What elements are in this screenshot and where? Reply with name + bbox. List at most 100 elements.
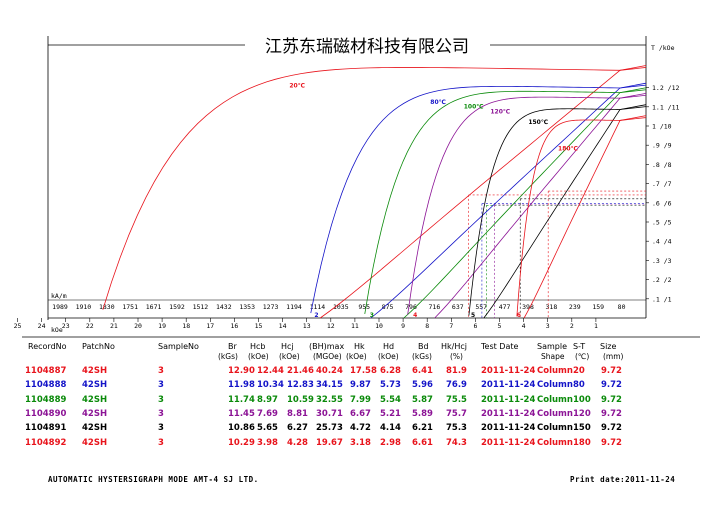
table-cell: 150 — [573, 423, 591, 434]
unit-bhmax: (MGOe) — [313, 352, 342, 361]
intrinsic-curve — [102, 65, 647, 310]
table-cell: 75.3 — [446, 423, 467, 434]
unit-hcj: (kOe) — [279, 352, 300, 361]
unit-hd: (kOe) — [378, 352, 399, 361]
table-cell: Column — [537, 394, 573, 405]
table-cell: 42SH — [82, 394, 108, 405]
normal-bh-curve — [523, 117, 647, 319]
intrinsic-curve — [516, 115, 647, 317]
right-tick-label: 1.2 /12 — [652, 84, 679, 92]
table-cell: 40.24 — [316, 366, 343, 376]
table-cell: 1104888 — [25, 380, 67, 391]
table-cell: 2011-11-24 — [481, 437, 536, 448]
table-cell: 9.72 — [601, 380, 622, 391]
table-cell: 9.72 — [601, 437, 622, 448]
kam-tick-label: 637 — [452, 303, 464, 311]
intrinsic-curve — [364, 87, 647, 315]
table-cell: 74.3 — [446, 437, 467, 448]
table-cell: 8.97 — [257, 394, 278, 405]
kam-tick-label: 1512 — [193, 303, 209, 311]
table-cell: 25.73 — [316, 423, 343, 434]
table-cell: 12.83 — [287, 380, 314, 391]
table-cell: 5.87 — [412, 394, 433, 405]
col-header-hk-hcj: Hk/Hcj — [441, 342, 467, 351]
series-label: 80℃ — [430, 99, 446, 106]
kam-tick-label: 875 — [382, 303, 394, 311]
col-header-st: S-T — [573, 342, 586, 351]
koe-axis-label: kOe — [51, 326, 63, 334]
right-axis-label: T /kOe — [651, 44, 675, 52]
col-header-hcb: Hcb — [250, 342, 266, 351]
col-header-hcj: Hcj — [281, 342, 294, 351]
table-cell: 6.21 — [412, 423, 433, 434]
unit-size: (mm) — [603, 352, 624, 361]
table-cell: 6.67 — [350, 408, 371, 419]
kam-tick-label: 1592 — [169, 303, 185, 311]
table-cell: 20 — [573, 366, 585, 376]
unit-st: (℃) — [575, 352, 590, 361]
kam-tick-label: 716 — [429, 303, 441, 311]
table-cell: 9.72 — [601, 408, 622, 419]
col-header-hd: Hd — [383, 342, 395, 351]
col-header-bhmax: (BH)max — [309, 342, 345, 351]
koe-tick-label: 1 — [594, 322, 598, 330]
intrinsic-curve — [407, 92, 647, 315]
table-cell: 9.87 — [350, 380, 371, 391]
normal-bh-curve — [483, 106, 647, 319]
koe-tick-label: 3 — [546, 322, 550, 330]
table-cell: 5.65 — [257, 423, 278, 434]
table-cell: 5.21 — [380, 408, 401, 419]
unit-hk-hcj: (%) — [450, 352, 463, 361]
table-cell: 10.34 — [257, 380, 284, 391]
koe-tick-label: 11 — [351, 322, 359, 330]
right-tick-label: .7 /7 — [652, 180, 672, 188]
unit-hcb: (kOe) — [248, 352, 269, 361]
koe-tick-label: 23 — [62, 322, 70, 330]
table-cell: 7.99 — [350, 394, 371, 405]
col-header-size: Size — [600, 342, 617, 351]
col-header-patchno: PatchNo — [82, 342, 115, 351]
footer-left: AUTOMATIC HYSTERSIGRAPH MODE AMT-4 SJ LT… — [48, 475, 259, 484]
table-cell: Column — [537, 380, 573, 391]
koe-tick-label: 18 — [182, 322, 190, 330]
kam-tick-label: 80 — [618, 303, 626, 311]
kam-tick-label: 1114 — [310, 303, 326, 311]
kam-tick-label: 1432 — [216, 303, 232, 311]
table-cell: Column — [537, 366, 573, 376]
table-cell: 30.71 — [316, 408, 343, 419]
kam-tick-label: 796 — [405, 303, 417, 311]
table-cell: 1104889 — [25, 394, 67, 405]
col-header-br: Br — [228, 342, 237, 351]
col-header-hk: Hk — [354, 342, 365, 351]
table-cell: 4.14 — [380, 423, 401, 434]
table-cell: 42SH — [82, 437, 108, 448]
table-cell: 9.72 — [601, 366, 622, 376]
kam-tick-label: 1910 — [76, 303, 92, 311]
table-cell: 2011-11-24 — [481, 380, 536, 391]
table-cell: 3 — [158, 380, 164, 391]
table-cell: 6.41 — [412, 366, 433, 376]
table-cell: 2011-11-24 — [481, 423, 536, 434]
koe-tick-label: 5 — [498, 322, 502, 330]
kam-tick-label: 318 — [546, 303, 558, 311]
table-cell: 42SH — [82, 408, 108, 419]
series-label: 150℃ — [528, 119, 548, 126]
kam-tick-label: 1035 — [333, 303, 349, 311]
table-cell: Column — [537, 408, 573, 419]
table-cell: 5.96 — [412, 380, 433, 391]
table-cell: 2.98 — [380, 437, 401, 448]
table-cell: Column — [537, 423, 573, 434]
kam-tick-label: 557 — [475, 303, 487, 311]
table-cell: 9.72 — [601, 394, 622, 405]
unit-shape: Shape — [541, 352, 565, 361]
koe-tick-label: 8 — [425, 322, 429, 330]
table-cell: 100 — [573, 394, 591, 405]
table-cell: 6.61 — [412, 437, 433, 448]
koe-tick-label: 6 — [473, 322, 477, 330]
kam-tick-label: 477 — [499, 303, 511, 311]
table-cell: 75.7 — [446, 408, 467, 419]
table-cell: 180 — [573, 437, 591, 448]
table-cell: 4.72 — [350, 423, 371, 434]
col-header-bd: Bd — [418, 342, 429, 351]
table-cell: 80 — [573, 380, 585, 391]
